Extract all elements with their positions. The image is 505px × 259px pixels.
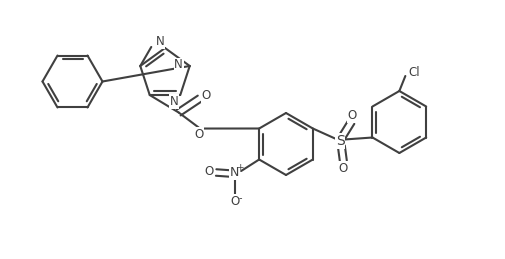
- Text: S: S: [335, 134, 344, 148]
- Text: +: +: [235, 163, 243, 172]
- Text: O: O: [204, 165, 213, 178]
- Text: N: N: [174, 59, 183, 71]
- Text: O: O: [230, 195, 239, 208]
- Text: N: N: [156, 35, 164, 48]
- Text: O: O: [201, 89, 211, 102]
- Text: Cl: Cl: [408, 66, 419, 78]
- Text: O: O: [347, 109, 356, 122]
- Text: N: N: [229, 166, 238, 179]
- Text: N: N: [170, 95, 178, 108]
- Text: O: O: [338, 162, 347, 175]
- Text: -: -: [238, 193, 242, 204]
- Text: O: O: [194, 128, 203, 141]
